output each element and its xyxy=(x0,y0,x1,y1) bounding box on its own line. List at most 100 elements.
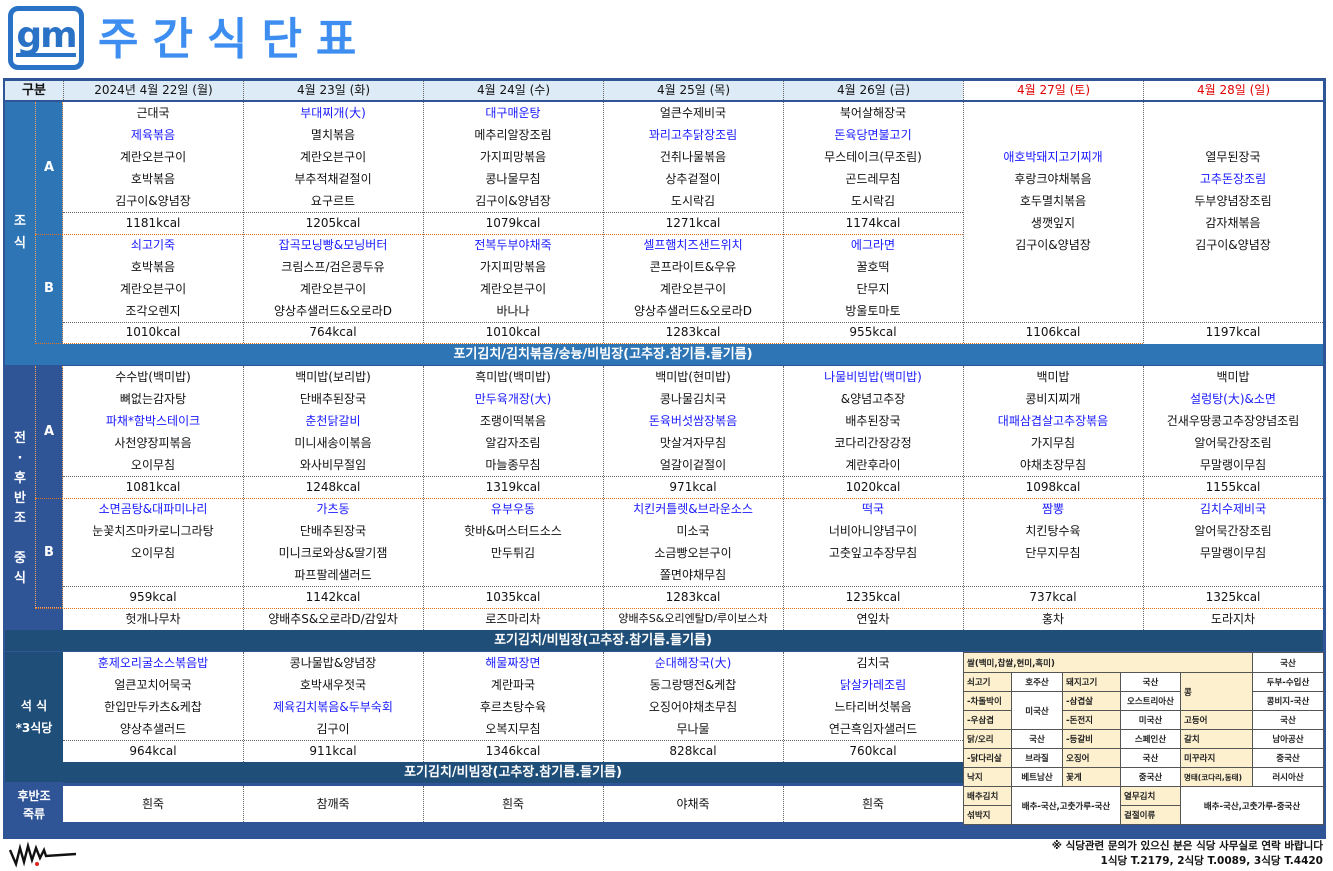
menu-item: 사천양장피볶음 xyxy=(114,436,192,450)
origin-value: 브라질 xyxy=(1011,748,1063,768)
menu-item: 전복두부야채죽 xyxy=(474,238,552,252)
menu-item: 와사비무절임 xyxy=(299,458,367,472)
menu-item: 열무된장국 xyxy=(1205,150,1261,164)
menu-item: 느타리버섯볶음 xyxy=(834,700,912,714)
menu-item: 김구이 xyxy=(316,722,350,736)
menu-item: 나물비빔밥(백미밥) xyxy=(824,370,922,384)
menu-item: 부대찌개(大) xyxy=(300,106,366,120)
menu-item: 오이무침 xyxy=(130,546,176,560)
day-header: 4월 25일 (목) xyxy=(603,81,783,100)
origin-value: 배추-국산,고춧가루-국산 xyxy=(1011,786,1121,825)
menu-item: 코다리간장강정 xyxy=(834,436,912,450)
kcal-value: 1346kcal xyxy=(485,744,541,758)
porridge-item: 흰죽 xyxy=(501,797,525,811)
porridge-body xyxy=(63,786,963,822)
breakfast-body xyxy=(63,102,1323,344)
column-divider xyxy=(423,652,424,762)
kcal-value: 1205kcal xyxy=(305,216,361,230)
menu-item: 수수밥(백미밥) xyxy=(115,370,191,384)
tea-item: 도라지차 xyxy=(1210,612,1256,626)
kcal-value: 1197kcal xyxy=(1205,325,1261,339)
column-divider xyxy=(423,102,424,343)
menu-item: 떡국 xyxy=(861,502,885,516)
kcal-value: 911kcal xyxy=(309,744,357,758)
origin-label: 쇠고기 xyxy=(963,672,1012,692)
column-divider xyxy=(1143,366,1144,630)
menu-item: 눈꽃치즈마카로니그라탕 xyxy=(92,524,214,538)
menu-item: 호박새우젓국 xyxy=(299,678,367,692)
column-divider xyxy=(423,366,424,630)
origin-label: 갈치 xyxy=(1180,729,1253,749)
kcal-value: 1098kcal xyxy=(1025,480,1081,494)
tea-item: 헛개나무차 xyxy=(125,612,181,626)
column-divider xyxy=(783,786,784,822)
menu-item: 만두튀김 xyxy=(490,546,536,560)
kcal-value: 1010kcal xyxy=(125,325,181,339)
menu-item: 감자채볶음 xyxy=(1205,216,1261,230)
menu-item: 무말랭이무침 xyxy=(1199,546,1267,560)
menu-item: 가지피망볶음 xyxy=(479,150,547,164)
porridge-item: 참깨죽 xyxy=(316,797,350,811)
menu-item: 생깻잎지 xyxy=(1030,216,1076,230)
origin-label: -우삼겹 xyxy=(963,710,1012,730)
lunch-side-dishes: 포기김치/비빔장(고추장.참기름.들기름) xyxy=(494,633,712,648)
menu-item: 북어살해장국 xyxy=(839,106,907,120)
menu-item: 김구이&양념장 xyxy=(115,194,191,208)
origin-row: 쌀(백미,찹쌀,현미,흑미) 국산 xyxy=(963,652,1324,673)
menu-item: 뼈없는감자탕 xyxy=(119,392,187,406)
menu-item: 무스테이크(무조림) xyxy=(824,150,922,164)
menu-item: 김치수제비국 xyxy=(1199,502,1267,516)
kcal-value: 1142kcal xyxy=(305,590,361,604)
corner-label: 구분 xyxy=(22,83,46,98)
menu-item: 김구이&양념장 xyxy=(1015,238,1091,252)
logo-text: gm xyxy=(16,15,78,57)
menu-item: 배추된장국 xyxy=(845,414,901,428)
menu-item: 계란파국 xyxy=(490,678,536,692)
menu-item: 콩나물밥&양념장 xyxy=(289,656,377,670)
kcal-value: 1283kcal xyxy=(665,325,721,339)
menu-item: 건취나물볶음 xyxy=(659,150,727,164)
section-label-lunch: 전 · 후 반 조 중 식 xyxy=(5,366,35,651)
origin-value: 콩비지-국산 xyxy=(1252,691,1324,711)
menu-item: 돈육버섯쌈장볶음 xyxy=(648,414,738,428)
column-divider xyxy=(603,786,604,822)
column-divider xyxy=(783,366,784,630)
menu-item: 양상추샐러드&오로라D xyxy=(634,304,752,318)
column-divider xyxy=(603,652,604,762)
kcal-value: 764kcal xyxy=(309,325,357,339)
origin-value: 베트남산 xyxy=(1011,767,1063,787)
origin-value: 중국산 xyxy=(1120,767,1181,787)
porridge-item: 흰죽 xyxy=(861,797,885,811)
origin-value: 국산 xyxy=(1120,672,1181,692)
menu-item: 김치국 xyxy=(856,656,890,670)
kcal-value: 955kcal xyxy=(849,325,897,339)
ab-divider xyxy=(35,343,1143,344)
menu-item: 조랭이떡볶음 xyxy=(479,414,547,428)
origin-label: 꽃게 xyxy=(1062,767,1121,787)
origin-label: -등갈비 xyxy=(1062,729,1121,749)
day-header: 4월 28일 (일) xyxy=(1143,81,1323,100)
menu-item: 가지피망볶음 xyxy=(479,260,547,274)
origin-label: 낙지 xyxy=(963,767,1012,787)
porridge-item: 야채죽 xyxy=(676,797,710,811)
menu-item: 닭살카레조림 xyxy=(839,678,907,692)
menu-item: 알어묵간장조림 xyxy=(1194,524,1272,538)
origin-label: 쌀(백미,찹쌀,현미,흑미) xyxy=(963,652,1253,673)
kcal-value: 1079kcal xyxy=(485,216,541,230)
origin-value: 러시아산 xyxy=(1252,767,1324,787)
menu-item: 요구르트 xyxy=(310,194,356,208)
sub-label-b: B xyxy=(35,234,63,344)
kcal-value: 971kcal xyxy=(669,480,717,494)
origin-label: -차돌박이 xyxy=(963,691,1012,711)
menu-item: 알감자조림 xyxy=(485,436,541,450)
menu-item: 곤드레무침 xyxy=(845,172,901,186)
menu-item: 설렁탕(大)&소면 xyxy=(1190,392,1276,406)
sub-label-b: B xyxy=(35,498,63,608)
origin-label: 미꾸라지 xyxy=(1180,748,1253,768)
origin-label: 겉절이류 xyxy=(1120,805,1181,825)
origin-label: -돈전지 xyxy=(1062,710,1121,730)
column-divider xyxy=(1143,102,1144,343)
menu-item: 호두멸치볶음 xyxy=(1019,194,1087,208)
origin-label: 닭/오리 xyxy=(963,729,1012,749)
menu-item: 계란오븐구이 xyxy=(119,150,187,164)
